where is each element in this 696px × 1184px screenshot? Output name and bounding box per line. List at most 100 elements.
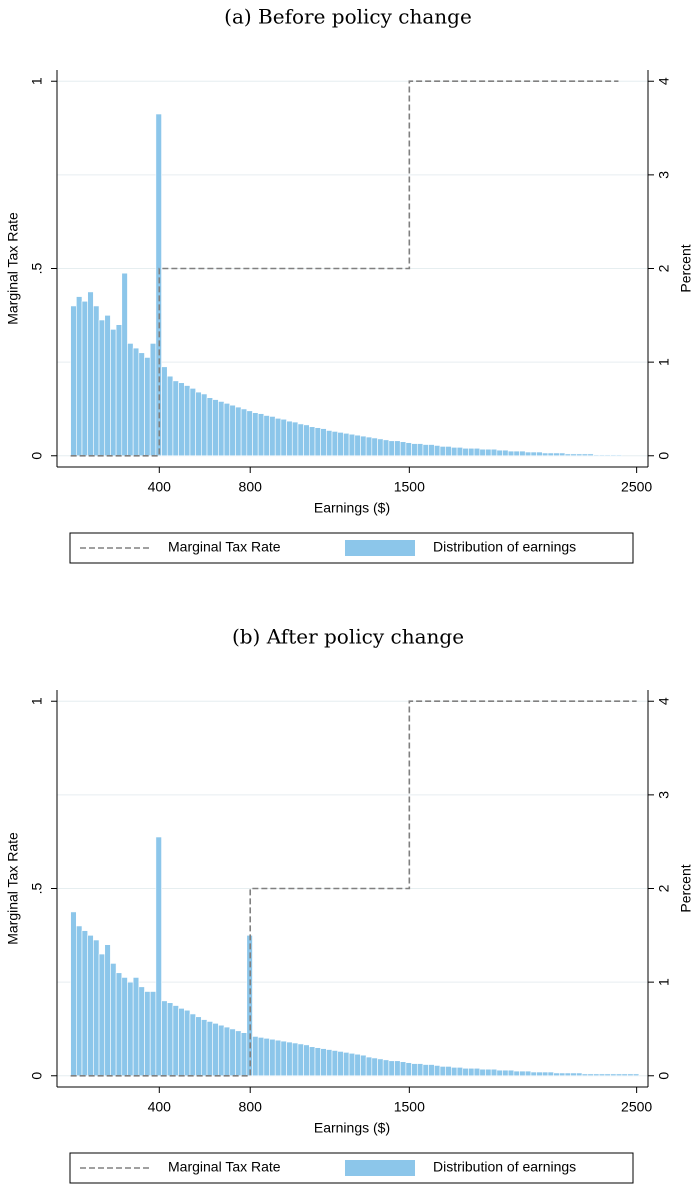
- histogram-bar: [394, 1060, 401, 1077]
- histogram-bar: [502, 1069, 509, 1077]
- histogram-bar: [593, 454, 600, 457]
- histogram-bar: [428, 444, 435, 457]
- histogram-bar: [553, 452, 560, 457]
- histogram-bar: [161, 366, 168, 457]
- panel-title: (a) Before policy change: [224, 5, 472, 29]
- y2-tick-label: 4: [656, 77, 672, 85]
- histogram-bar: [542, 452, 549, 457]
- histogram-bar: [166, 375, 174, 457]
- tax-rate-line: [70, 700, 637, 1077]
- histogram-bar: [70, 911, 77, 1077]
- histogram-bar: [81, 930, 88, 1077]
- histogram-bar: [536, 451, 543, 457]
- histogram-bar: [490, 448, 498, 457]
- histogram-bar: [144, 357, 151, 457]
- y2-tick-label: 4: [656, 697, 672, 705]
- histogram-bar: [132, 977, 140, 1077]
- histogram-bar: [81, 300, 88, 457]
- histogram-bar: [445, 1066, 452, 1077]
- histogram-bar: [615, 1073, 623, 1077]
- histogram-bar: [576, 453, 583, 457]
- histogram-bar: [286, 420, 293, 457]
- histogram-bar: [178, 382, 185, 457]
- histogram-bar: [360, 435, 367, 457]
- histogram-bar: [519, 450, 526, 457]
- histogram-bar: [399, 441, 407, 457]
- histogram-bar: [621, 1073, 628, 1077]
- histogram-bar: [309, 1046, 316, 1077]
- histogram-bar: [456, 1067, 464, 1077]
- histogram-bar: [377, 1058, 384, 1077]
- histogram-bar: [98, 953, 106, 1077]
- histogram-bar: [326, 1049, 333, 1077]
- histogram-bar: [507, 450, 515, 457]
- histogram-bar: [598, 1073, 606, 1077]
- histogram-bar: [462, 447, 469, 457]
- histogram-bar: [343, 1052, 350, 1077]
- histogram-bar: [149, 991, 157, 1077]
- histogram-bar: [309, 426, 316, 457]
- histogram-bar: [354, 434, 361, 457]
- histogram-bar: [189, 1013, 196, 1077]
- histogram-bar: [434, 1065, 441, 1077]
- histogram-bar: [593, 1073, 600, 1077]
- x-tick-label: 2500: [621, 479, 652, 495]
- histogram-bar: [93, 939, 100, 1077]
- histogram-bar: [530, 1071, 537, 1077]
- histogram-bar: [297, 423, 304, 457]
- y-tick-label: 1: [29, 77, 45, 85]
- histogram-bar: [87, 291, 94, 457]
- histogram-bar: [507, 1069, 515, 1077]
- histogram-bar: [138, 986, 145, 1077]
- histogram-bar: [110, 329, 117, 457]
- histogram-bar: [183, 385, 191, 457]
- histogram-bar: [547, 452, 554, 457]
- x-axis-label: Earnings ($): [314, 1120, 390, 1136]
- histogram-bar: [445, 446, 452, 457]
- histogram-bar: [70, 305, 77, 457]
- histogram-bar: [547, 1071, 554, 1077]
- x-tick-label: 2500: [621, 1099, 652, 1115]
- histogram-bar: [76, 925, 83, 1077]
- histogram-bar: [627, 1073, 634, 1077]
- y-tick-label: 0: [29, 452, 45, 460]
- histogram-bar: [218, 1024, 225, 1077]
- histogram-bar: [411, 1063, 418, 1077]
- histogram-bar: [110, 963, 117, 1077]
- histogram-bar: [519, 1070, 526, 1077]
- histogram-bar: [132, 347, 140, 457]
- histogram-bar: [513, 450, 520, 457]
- histogram-bar: [291, 421, 299, 457]
- histogram-bar: [87, 935, 94, 1077]
- histogram-bar: [235, 1030, 242, 1077]
- histogram-bar: [212, 1023, 219, 1077]
- histogram-bar: [377, 438, 384, 457]
- histogram-bar: [223, 1026, 231, 1077]
- histogram-bar: [513, 1070, 520, 1077]
- histogram-bar: [201, 1019, 208, 1077]
- histogram-bar: [274, 418, 282, 457]
- histogram-bar: [314, 427, 321, 457]
- histogram-bar: [115, 324, 123, 457]
- histogram-bar: [348, 433, 356, 457]
- histogram-bar: [462, 1067, 469, 1077]
- histogram-bar: [564, 453, 572, 457]
- histogram-bar: [320, 428, 327, 457]
- histogram-bar: [127, 981, 134, 1077]
- histogram-bar: [343, 432, 350, 457]
- histogram-bar: [331, 431, 339, 457]
- histogram-bar: [581, 1073, 589, 1077]
- histogram-bar: [615, 454, 623, 457]
- legend-label: Distribution of earnings: [433, 1159, 576, 1175]
- histogram-bar: [223, 403, 231, 457]
- histogram-bar: [115, 972, 123, 1077]
- histogram-bar: [360, 1054, 367, 1077]
- y2-tick-label: 2: [656, 264, 672, 272]
- histogram-bar: [490, 1068, 498, 1077]
- y2-axis-label: Percent: [678, 244, 694, 292]
- histogram-bar: [399, 1061, 407, 1077]
- histogram-bar: [422, 444, 429, 457]
- histogram-bar: [93, 305, 100, 457]
- histogram-bar: [149, 343, 157, 457]
- x-tick-label: 1500: [394, 1099, 425, 1115]
